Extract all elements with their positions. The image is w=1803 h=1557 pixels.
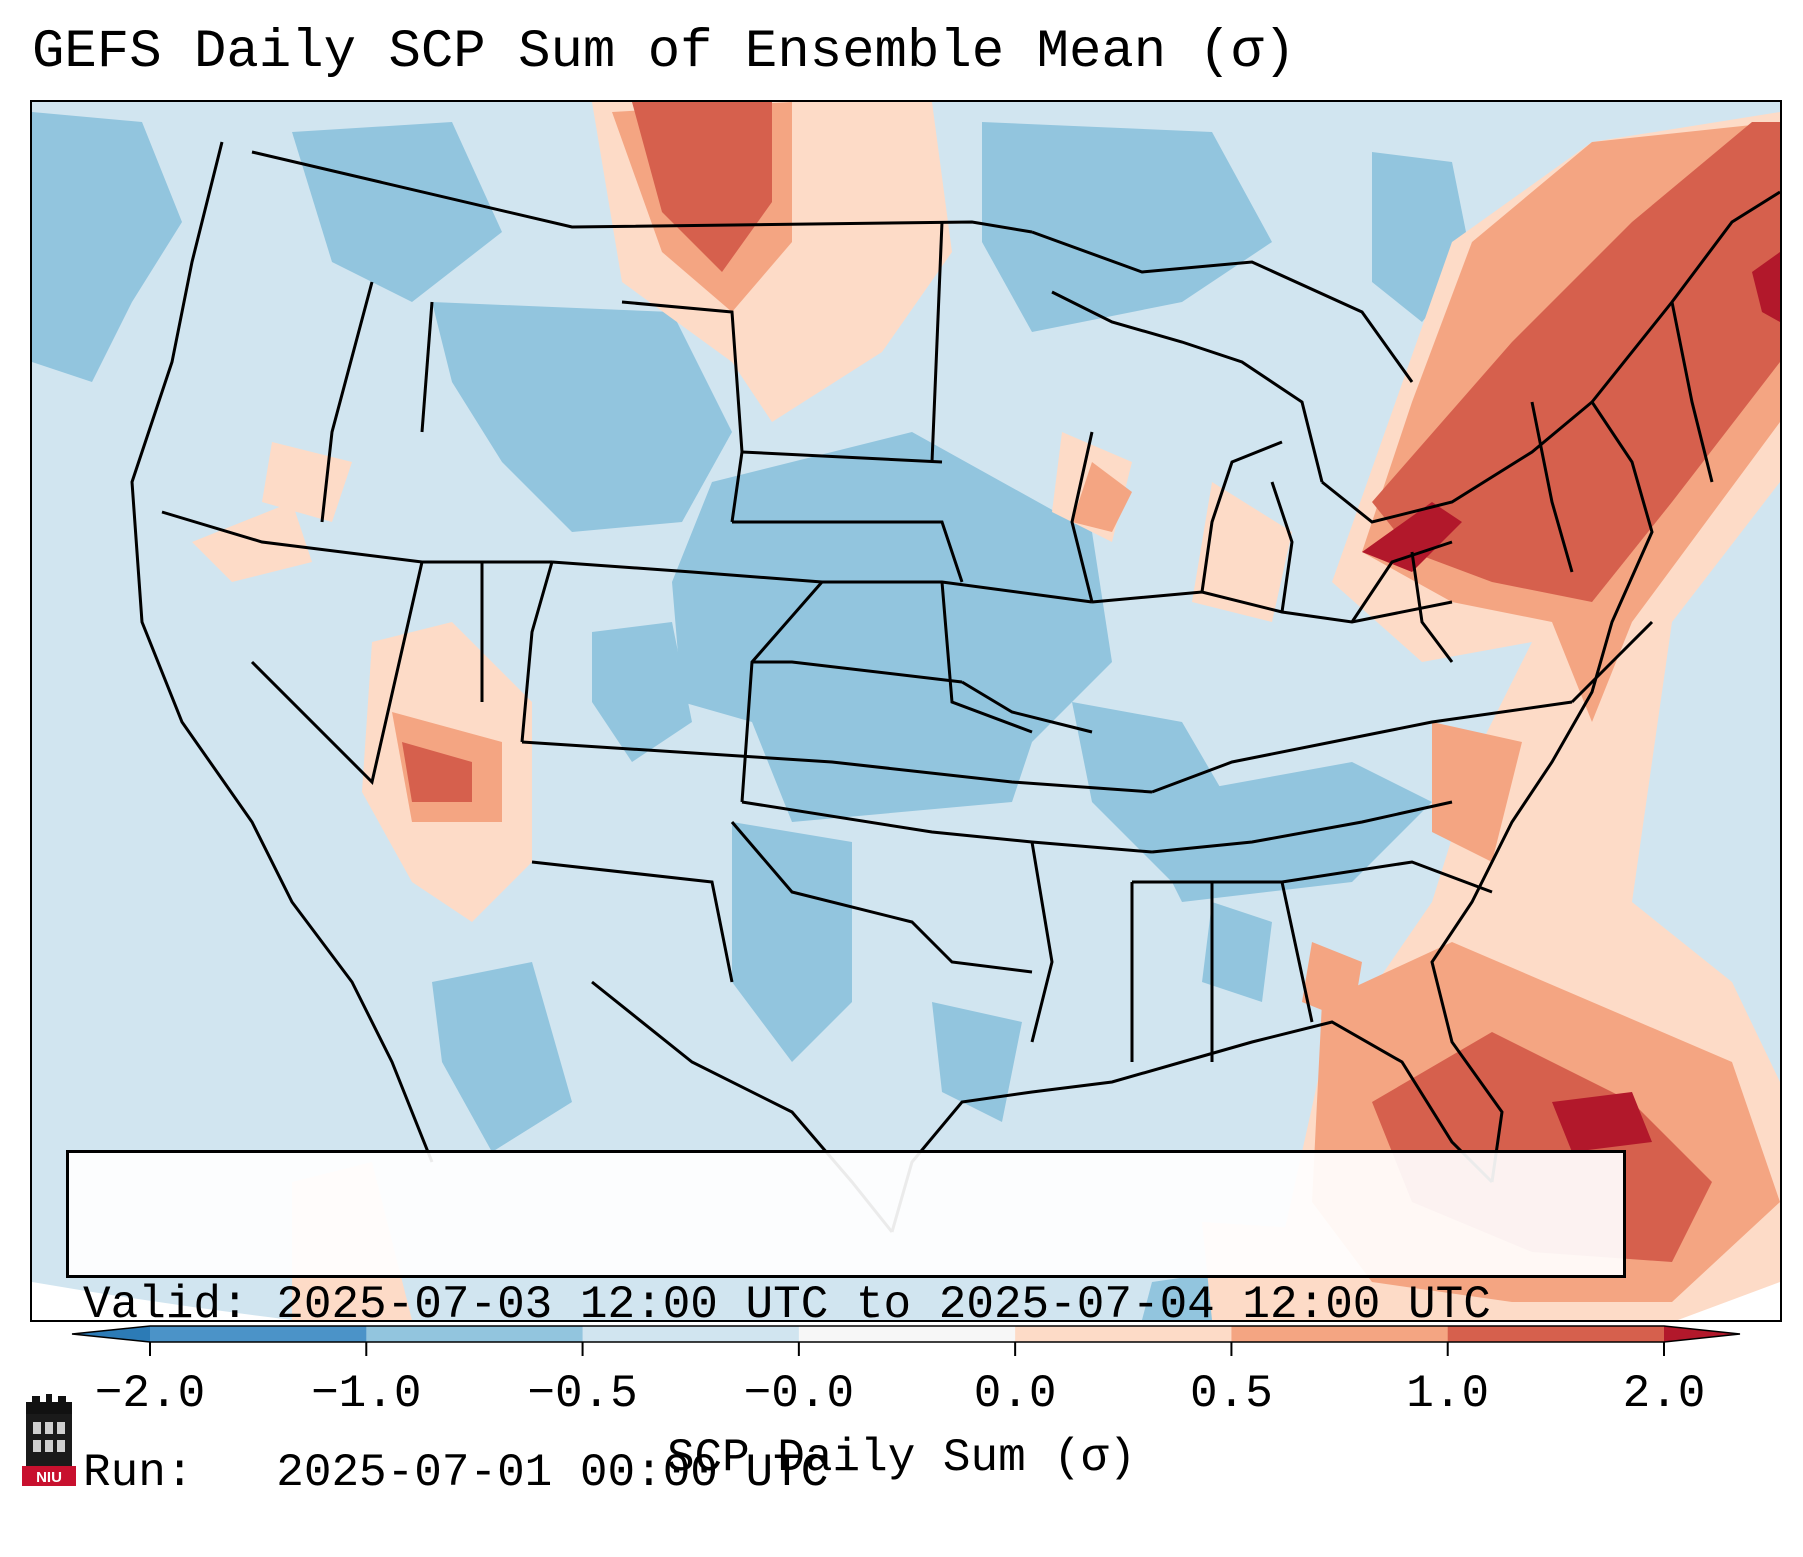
colorbar-segment: [1015, 1326, 1232, 1342]
colorbar-label: SCP Daily Sum (σ): [666, 1432, 1137, 1484]
colorbar-segments: [71, 1325, 1741, 1343]
colorbar-segment: [150, 1326, 367, 1342]
colorbar-extension-low: [72, 1326, 150, 1342]
colorbar-segment: [582, 1326, 800, 1342]
colorbar-tick-label: 0.5: [1190, 1368, 1273, 1420]
colorbar-tick-label: −1.0: [311, 1368, 422, 1420]
colorbar-tick-label: −2.0: [94, 1368, 206, 1420]
colorbar-tick-label: 2.0: [1622, 1368, 1706, 1420]
boundary-lines: [130, 141, 1780, 1233]
niu-logo-icon: NIU: [22, 1394, 76, 1486]
colorbar-extension-high: [1664, 1326, 1740, 1342]
run-time-text: Run: 2025-07-01 00:00 UTC: [83, 1447, 829, 1499]
positive-extreme-fields: [1362, 252, 1780, 1152]
map-panel: [30, 100, 1782, 1322]
colorbar-segment: [798, 1326, 1016, 1342]
negative-anomaly-fields: [32, 112, 1472, 1320]
validity-info-box: Valid: 2025-07-03 12:00 UTC to 2025-07-0…: [66, 1150, 1626, 1499]
colorbar-tick-label: 0.0: [973, 1368, 1057, 1420]
valid-time-text: Valid: 2025-07-03 12:00 UTC to 2025-07-0…: [83, 1279, 1491, 1331]
colorbar-tick-marks: [149, 1342, 1665, 1356]
colorbar-segment: [1231, 1326, 1449, 1342]
colorbar-segment: [1447, 1326, 1665, 1342]
colorbar-tick-label: −0.0: [743, 1368, 855, 1420]
chart-title: GEFS Daily SCP Sum of Ensemble Mean (σ): [32, 22, 1296, 83]
niu-logo-text: NIU: [36, 1469, 62, 1486]
colorbar-segment: [366, 1326, 584, 1342]
map-canvas: [32, 102, 1780, 1320]
colorbar: [71, 1325, 1741, 1356]
colorbar-tick-label: −0.5: [527, 1368, 638, 1420]
colorbar-tick-label: 1.0: [1406, 1368, 1490, 1420]
